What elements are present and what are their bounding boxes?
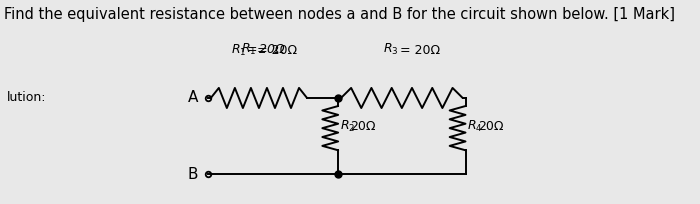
- Text: 20Ω: 20Ω: [351, 120, 376, 133]
- Text: $R_1$ = 20Ω: $R_1$ = 20Ω: [232, 43, 286, 58]
- Text: $R_3$: $R_3$: [384, 42, 399, 57]
- Text: = 20Ω: = 20Ω: [257, 44, 298, 57]
- Text: $R_2$: $R_2$: [340, 119, 355, 134]
- Text: lution:: lution:: [7, 91, 46, 104]
- Text: 20Ω: 20Ω: [478, 120, 503, 133]
- Text: $R_4$: $R_4$: [467, 119, 483, 134]
- Text: Find the equivalent resistance between nodes a and B for the circuit shown below: Find the equivalent resistance between n…: [4, 7, 676, 22]
- Text: $R_1$: $R_1$: [241, 42, 256, 57]
- Text: = 20Ω: = 20Ω: [400, 44, 440, 57]
- Text: A: A: [188, 91, 198, 105]
- Text: B: B: [188, 167, 198, 182]
